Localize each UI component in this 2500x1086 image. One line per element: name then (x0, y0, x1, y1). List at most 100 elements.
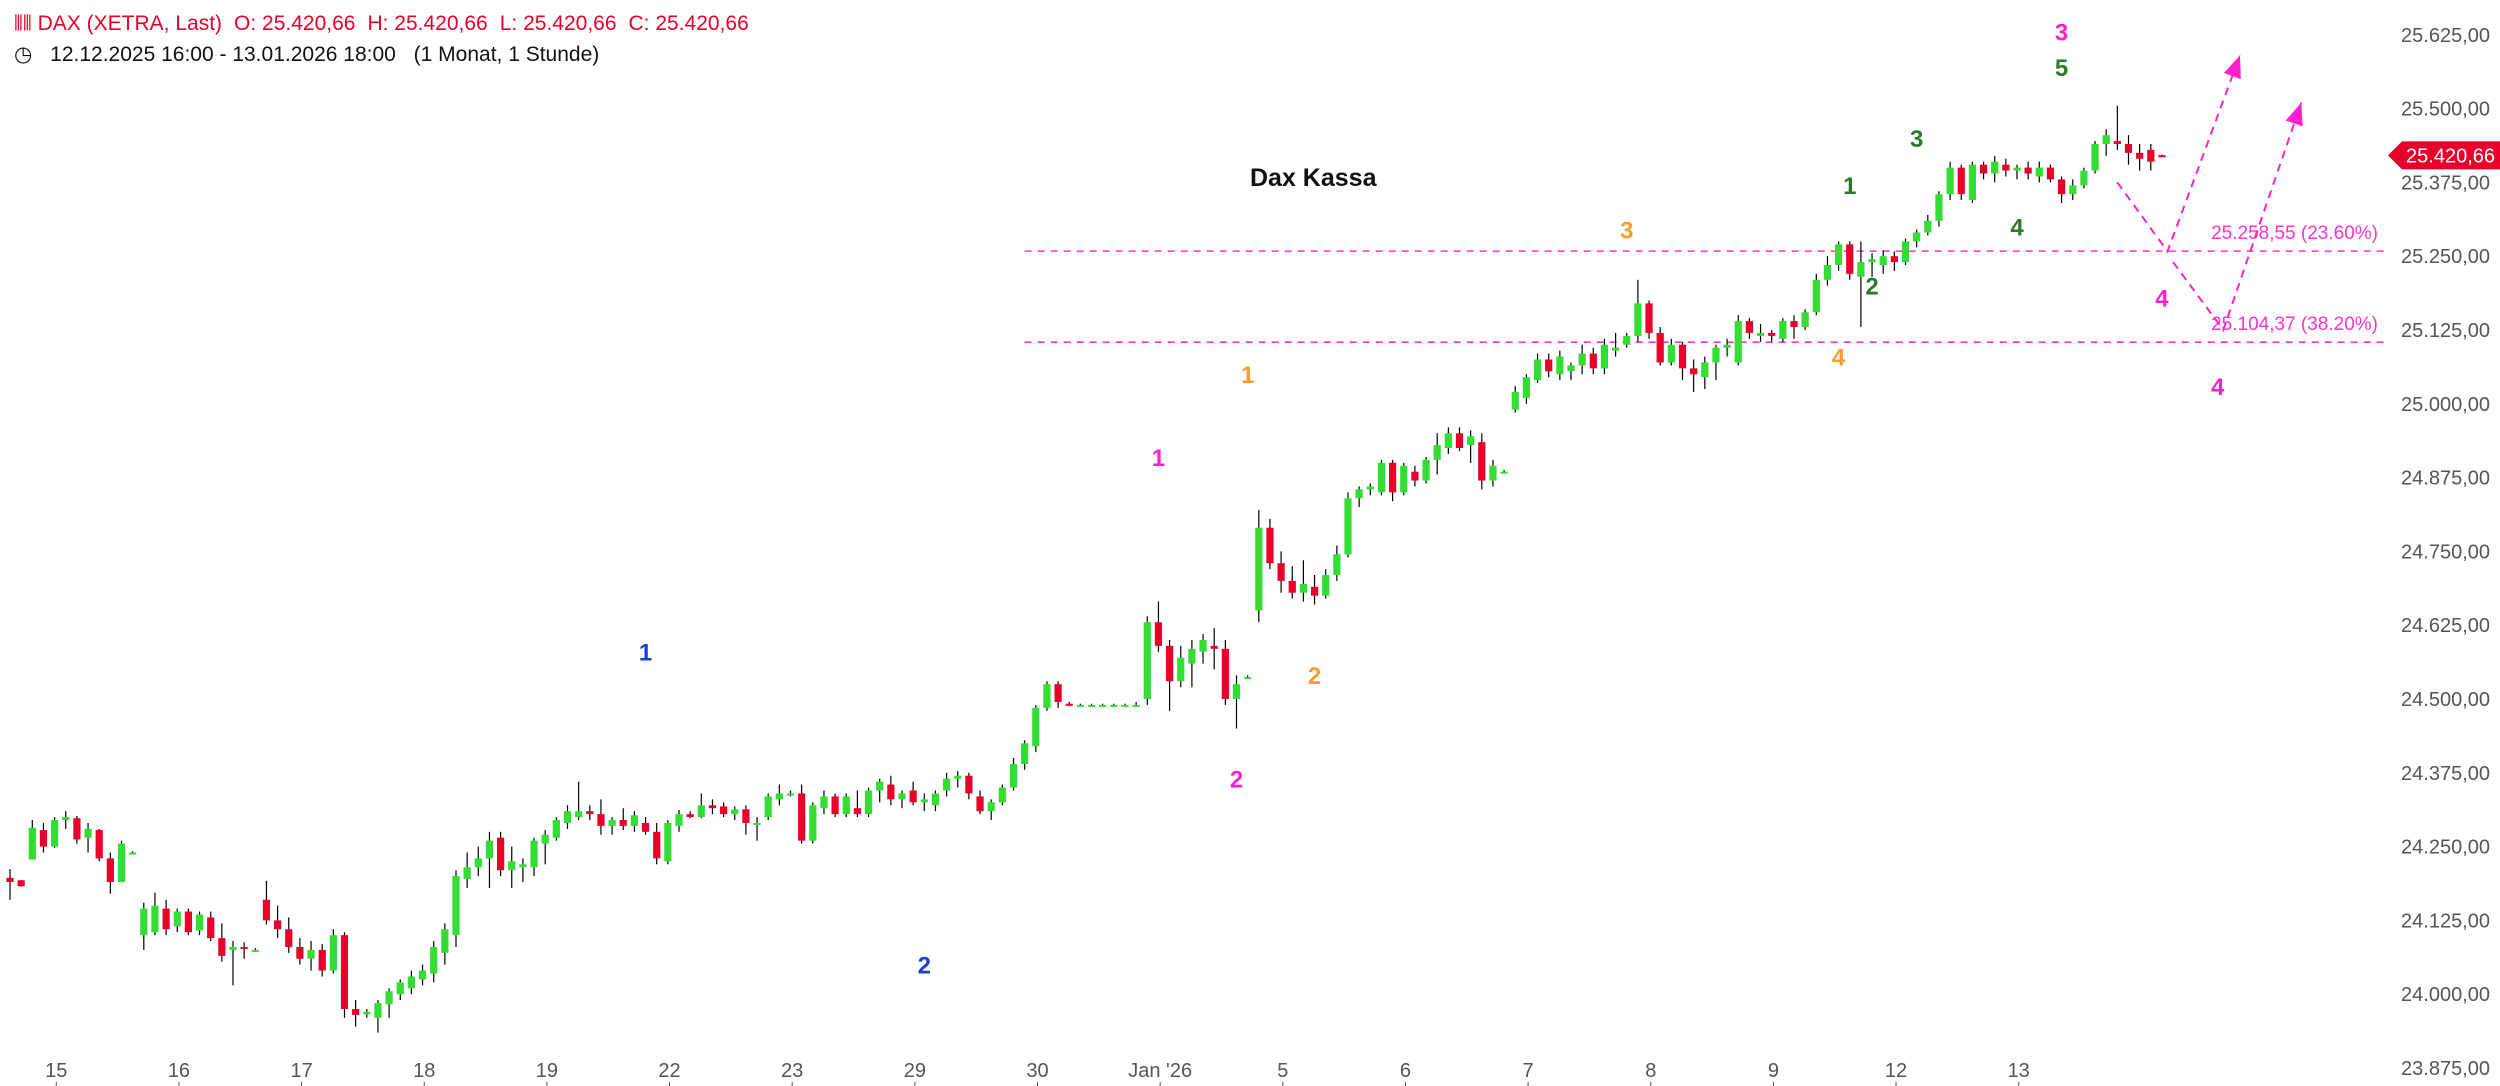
candle-body (697, 805, 705, 818)
candle-body (452, 876, 460, 936)
candle-body (1645, 303, 1653, 333)
candle-body (2013, 167, 2021, 171)
candle-body (1244, 677, 1252, 680)
candle-body (251, 949, 259, 952)
candle-body (2002, 164, 2010, 171)
candle-body (407, 976, 415, 989)
candle-body (1021, 743, 1029, 764)
candle-body (1132, 704, 1140, 707)
wave-label: 2 (1230, 767, 1243, 794)
candles-icon: ⫴⫴ (14, 12, 32, 35)
wave-label: 4 (1832, 344, 1846, 371)
y-axis-tick-label: 24.375,00 (2401, 763, 2490, 785)
fib-level-label: 25.258,55 (23.60%) (2211, 223, 2378, 244)
x-axis-tick-label: Jan '26 (1128, 1060, 1192, 1082)
projection-arrowhead (2223, 55, 2241, 80)
candle-body (831, 796, 839, 815)
candle-body (1522, 377, 1530, 398)
candle-body (1076, 704, 1084, 707)
x-axis-tick-label: 16 (168, 1060, 190, 1082)
candle-body (853, 808, 861, 815)
candle-body (508, 861, 516, 871)
candle-body (106, 858, 114, 883)
candle-body (1054, 684, 1062, 702)
candle-body (586, 811, 594, 815)
candle-body (720, 806, 728, 815)
y-axis-tick-label: 25.625,00 (2401, 25, 2490, 47)
candle-body (931, 793, 940, 806)
candle-body (1913, 232, 1921, 242)
candle-body (396, 982, 404, 995)
candle-body (1667, 344, 1675, 363)
wave-label: 4 (2155, 285, 2169, 312)
candle-body (374, 1003, 382, 1018)
candle-body (1377, 462, 1386, 493)
candle-body (898, 793, 906, 800)
candle-body (1812, 279, 1820, 313)
candle-body (6, 877, 14, 883)
x-axis-tick-label: 19 (536, 1060, 558, 1082)
candle-body (1489, 465, 1497, 481)
close-value: C: 25.420,66 (628, 12, 749, 35)
candle-body (418, 970, 427, 980)
candle-body (943, 778, 951, 791)
candle-body (1355, 489, 1363, 499)
x-axis-tick-label: 9 (1768, 1060, 1779, 1082)
instrument-name[interactable]: DAX (XETRA, Last) (37, 12, 223, 35)
candle-body (876, 781, 884, 791)
candle-body (2058, 179, 2066, 195)
candle-body (1690, 368, 1698, 375)
candle-body (129, 852, 137, 855)
candle-body (1935, 194, 1943, 221)
candle-body (1879, 256, 1887, 266)
candle-body (742, 809, 750, 823)
candle-body (1009, 763, 1018, 788)
wave-label: 3 (1620, 217, 1633, 244)
x-axis-tick-label: 12 (1885, 1060, 1907, 1082)
x-axis-tick-label: 23 (781, 1060, 803, 1082)
candle-body (1701, 362, 1709, 378)
candle-body (1511, 391, 1519, 410)
candle-body (597, 814, 605, 826)
candle-body (1924, 220, 1932, 233)
date-range[interactable]: 12.12.2025 16:00 - 13.01.2026 18:00 (50, 43, 396, 66)
candle-body (1533, 359, 1542, 381)
candle-body (1600, 344, 1609, 369)
candle-body (1846, 244, 1854, 274)
candle-body (173, 911, 181, 927)
candle-body (1299, 583, 1307, 593)
candle-body (463, 867, 471, 880)
candle-body (608, 820, 616, 826)
candle-body (62, 817, 70, 821)
candle-body (998, 787, 1006, 803)
candle-body (1868, 259, 1876, 263)
candle-body (519, 864, 527, 868)
candle-body (318, 949, 326, 971)
candle-body (775, 793, 783, 800)
candle-body (541, 834, 549, 844)
candle-body (920, 799, 928, 803)
candle-body (262, 899, 271, 921)
candle-body (1790, 321, 1798, 328)
candle-body (1255, 527, 1263, 611)
candle-body (1232, 684, 1241, 699)
candle-body (731, 809, 739, 815)
candle-body (1366, 486, 1374, 490)
candle-body (1567, 365, 1575, 372)
candle-body (764, 796, 772, 818)
candle-body (653, 831, 661, 859)
candle-body (2091, 143, 2099, 171)
wave-label: 2 (1308, 663, 1321, 690)
candle-body (675, 814, 683, 826)
candle-body (1099, 704, 1107, 707)
y-axis-tick-label: 24.125,00 (2401, 910, 2490, 932)
candle-body (2124, 143, 2133, 153)
candle-body (954, 775, 962, 779)
candle-body (630, 815, 638, 826)
candle-body (1500, 471, 1508, 474)
candle-body (1779, 321, 1787, 339)
wave-label: 2 (1865, 274, 1878, 301)
candle-body (151, 905, 159, 933)
candle-body (51, 820, 59, 847)
